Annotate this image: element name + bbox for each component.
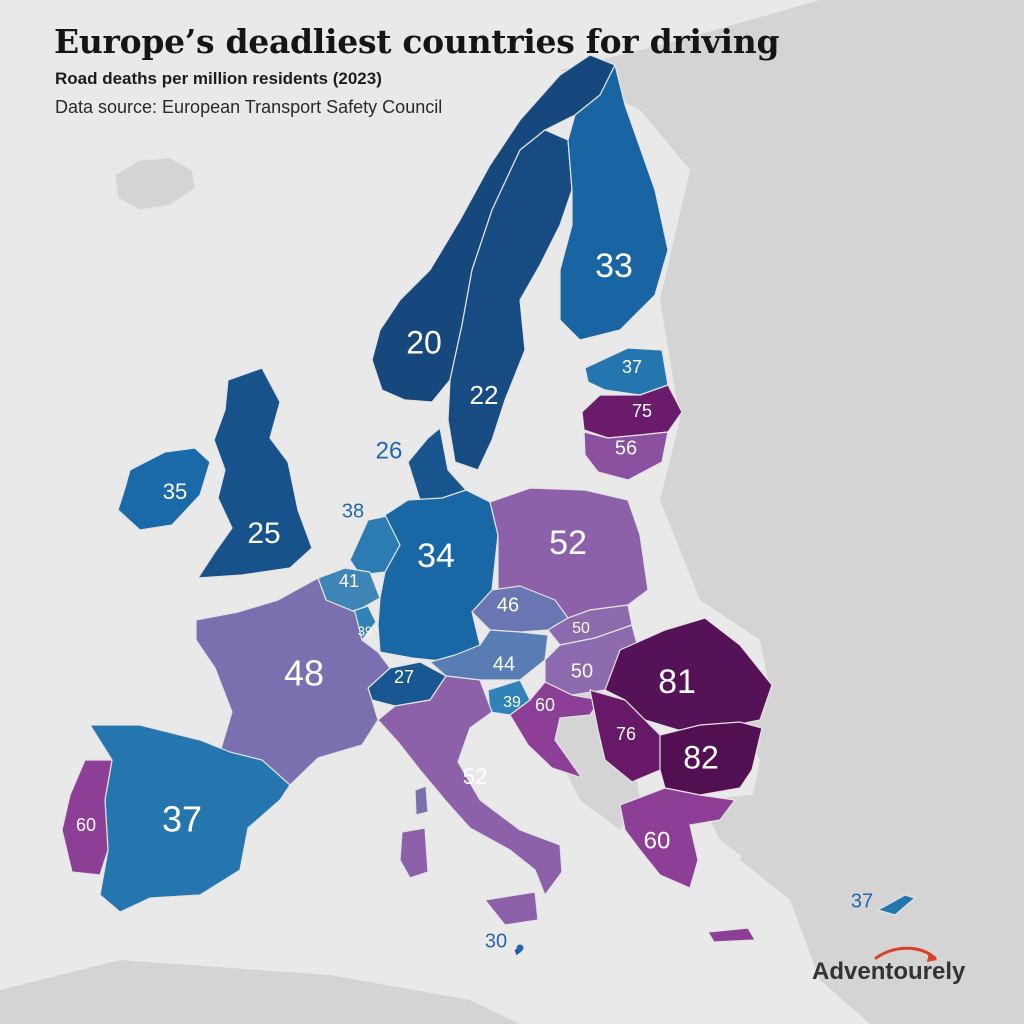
country-ireland [117, 447, 211, 531]
chart-title: Europe’s deadliest countries for driving [54, 22, 780, 61]
country-sweden [447, 129, 573, 471]
value-label-poland: 52 [549, 524, 587, 562]
country-bulgaria [659, 721, 763, 796]
value-label-united-kingdom: 25 [247, 517, 280, 550]
value-label-malta: 30 [485, 930, 507, 952]
country-finland [559, 64, 669, 341]
country-latvia [581, 384, 683, 439]
value-label-romania: 81 [658, 663, 696, 701]
value-label-spain: 37 [162, 799, 202, 840]
country-italy [377, 675, 563, 896]
value-label-latvia: 75 [632, 401, 652, 421]
value-label-serbia: 76 [616, 724, 636, 744]
country-united-kingdom [197, 367, 313, 579]
value-label-denmark: 26 [376, 437, 403, 464]
value-label-bulgaria: 82 [683, 739, 719, 775]
landmass-russia-east [560, 0, 1024, 1024]
country-iceland [114, 157, 196, 211]
value-label-estonia: 37 [622, 357, 642, 377]
countries-layer [61, 54, 916, 957]
country-portugal [61, 759, 113, 876]
country-france [195, 577, 391, 786]
landmass-turkey [700, 780, 1024, 900]
country-sicily [484, 891, 539, 926]
value-label-lithuania: 56 [615, 437, 637, 459]
value-label-luxembourg: 39 [358, 623, 372, 638]
value-label-switzerland: 27 [394, 667, 414, 687]
landmass-africa [0, 960, 520, 1024]
brand-logo: Adventourely [812, 958, 966, 985]
value-labels-layer: 20 22 33 37 75 56 35 25 26 38 41 39 34 5… [76, 247, 873, 952]
country-croatia [509, 681, 601, 779]
data-source: Data source: European Transport Safety C… [55, 97, 443, 117]
value-label-france: 48 [284, 653, 324, 694]
country-greece [619, 787, 736, 889]
country-lithuania [583, 431, 669, 481]
value-label-sweden: 22 [470, 380, 499, 410]
country-corsica [414, 785, 429, 816]
malta-location-dot [516, 944, 524, 952]
value-label-italy: 52 [463, 764, 487, 789]
value-label-hungary: 50 [571, 660, 593, 682]
brand-arrowhead-icon [927, 952, 937, 962]
value-label-cyprus: 37 [851, 890, 873, 912]
country-crete [707, 927, 756, 943]
value-label-finland: 33 [595, 247, 633, 285]
value-label-croatia: 60 [535, 695, 555, 715]
value-label-greece: 60 [644, 827, 671, 854]
value-label-belgium: 41 [339, 571, 359, 591]
value-label-austria: 44 [493, 653, 515, 675]
value-label-slovakia: 50 [572, 620, 590, 637]
country-norway [371, 54, 616, 403]
value-label-czechia: 46 [497, 594, 519, 616]
value-label-germany: 34 [417, 537, 455, 575]
country-cyprus [877, 894, 916, 916]
value-label-ireland: 35 [163, 479, 187, 504]
chart-subtitle: Road deaths per million residents (2023) [55, 69, 382, 88]
value-label-netherlands: 38 [342, 500, 364, 522]
value-label-slovenia: 39 [503, 694, 521, 711]
value-label-portugal: 60 [76, 815, 96, 835]
country-sardinia [399, 827, 429, 879]
value-label-norway: 20 [406, 324, 442, 360]
